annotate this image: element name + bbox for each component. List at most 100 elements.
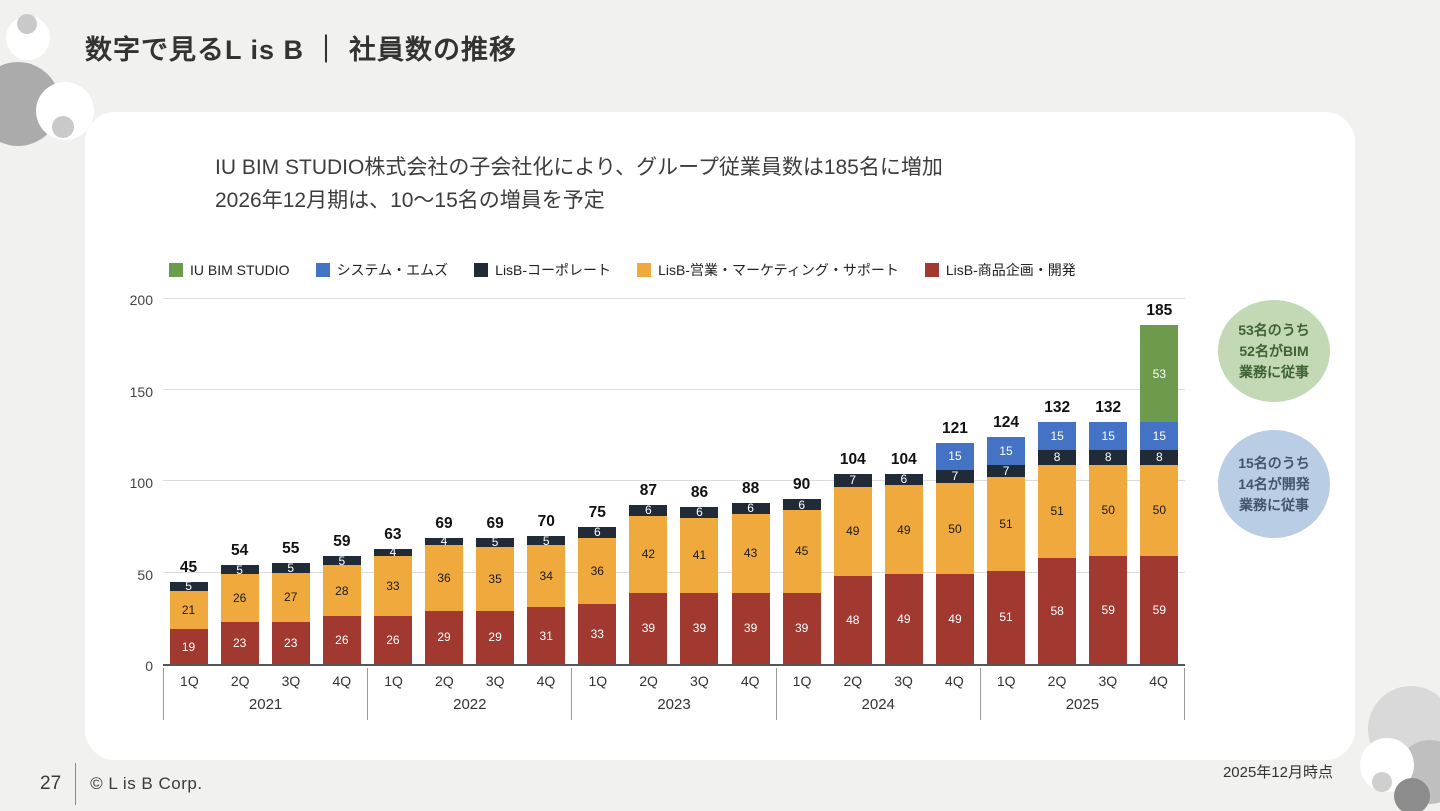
bar-segment: 27 xyxy=(271,572,310,622)
gridline xyxy=(163,388,1185,390)
legend-label: LisB-営業・マーケティング・サポート xyxy=(658,262,899,278)
bar-segment: 8 xyxy=(1038,449,1077,465)
legend-label: LisB-コーポレート xyxy=(495,262,612,278)
bar-segment: 34 xyxy=(527,545,566,608)
legend-label: IU BIM STUDIO xyxy=(190,262,290,278)
bar-segment: 5 xyxy=(271,562,310,574)
bar-segment: 51 xyxy=(987,477,1026,571)
bar-segment: 5 xyxy=(527,534,566,547)
bar-group: 90 39 45 6 xyxy=(776,300,827,664)
bar-group: 59 26 28 5 xyxy=(316,300,367,664)
stacked-bar: 39 45 6 xyxy=(782,499,821,664)
y-tick-label: 200 xyxy=(129,292,153,308)
bar-total-label: 86 xyxy=(690,483,709,501)
bar-segment: 39 xyxy=(782,592,821,664)
y-tick-label: 50 xyxy=(137,566,153,583)
bar-segment: 51 xyxy=(987,570,1026,664)
bar-group: 124 51 51 7 15 xyxy=(981,300,1032,664)
stacked-bar: 31 34 5 xyxy=(527,534,566,664)
stacked-bar: 49 50 7 15 xyxy=(935,442,974,664)
bar-group: 70 31 34 5 xyxy=(521,300,572,664)
bar-group: 69 29 35 5 xyxy=(470,300,521,664)
y-tick-label: 150 xyxy=(129,383,153,400)
x-axis-quarter-row: 1Q 2Q 3Q 4Q xyxy=(777,668,980,689)
bar-segment: 5 xyxy=(169,580,208,592)
circle-shape xyxy=(52,116,74,138)
stacked-bar: 39 42 6 xyxy=(629,504,668,664)
intro-line-1: IU BIM STUDIO株式会社の子会社化により、グループ従業員数は185名に… xyxy=(215,156,943,179)
stacked-bar: 59 50 8 15 xyxy=(1089,422,1128,664)
legend-swatch xyxy=(169,263,183,277)
stacked-bar: 26 28 5 xyxy=(322,555,361,664)
bar-segment: 39 xyxy=(731,592,770,664)
bar-segment: 50 xyxy=(1140,464,1179,557)
bar-segment: 42 xyxy=(629,515,668,593)
bar-segment: 29 xyxy=(476,610,515,664)
bar-segment: 49 xyxy=(833,486,872,577)
bar-total-label: 55 xyxy=(282,540,300,558)
x-tick-label: 2Q xyxy=(230,673,250,689)
y-tick-label: 0 xyxy=(145,658,153,674)
x-tick-label: 4Q xyxy=(536,673,556,689)
bar-segment: 26 xyxy=(322,616,361,664)
bar-segment: 23 xyxy=(220,621,259,664)
stacked-bar: 23 27 5 xyxy=(271,562,310,664)
circle-shape xyxy=(1372,772,1392,792)
stacked-bar: 59 50 8 15 53 xyxy=(1140,325,1179,664)
chart-plot: 45 19 21 5 54 23 26 5 55 23 27 5 59 26 28 5 63 26 33 4 69 29 3… xyxy=(163,298,1185,666)
bar-segment: 43 xyxy=(731,513,770,593)
bar-segment: 15 xyxy=(1038,422,1077,450)
blue-bubble: 15名のうち 14名が開発 業務に従事 xyxy=(1217,430,1330,538)
x-tick-label: 3Q xyxy=(485,673,505,689)
stacked-bar: 23 26 5 xyxy=(220,564,259,664)
circle-shape xyxy=(1394,778,1430,811)
x-axis-year-group: 1Q 2Q 3Q 4Q 2022 xyxy=(367,668,571,720)
bar-segment: 15 xyxy=(1140,422,1179,450)
x-tick-label: 3Q xyxy=(1098,673,1118,689)
legend-swatch xyxy=(474,263,489,277)
content-card: IU BIM STUDIO株式会社の子会社化により、グループ従業員数は185名に… xyxy=(85,112,1355,781)
stacked-bar: 29 36 4 xyxy=(425,535,464,664)
bar-segment: 39 xyxy=(629,592,668,664)
bar-segment: 4 xyxy=(425,535,464,548)
bar-total-label: 121 xyxy=(942,419,968,437)
stacked-bar: 19 21 5 xyxy=(169,580,208,664)
x-tick-label: 2Q xyxy=(843,673,863,689)
bar-total-label: 104 xyxy=(890,450,917,468)
stacked-bar: 26 33 4 xyxy=(373,546,412,664)
bar-segment: 50 xyxy=(1089,464,1128,557)
x-tick-label: 2Q xyxy=(1047,673,1067,689)
footer-copyright: © L is B Corp. xyxy=(90,774,203,793)
x-axis-year-group: 1Q 2Q 3Q 4Q 2023 xyxy=(571,668,775,720)
legend-swatch xyxy=(924,263,939,277)
bar-total-label: 45 xyxy=(179,558,198,576)
y-tick-label: 100 xyxy=(129,475,153,491)
bar-segment: 6 xyxy=(680,506,719,518)
bar-segment: 45 xyxy=(782,510,821,593)
x-tick-label: 4Q xyxy=(1149,673,1168,689)
x-tick-label: 2Q xyxy=(435,673,454,689)
bar-segment: 21 xyxy=(169,590,208,630)
bar-segment: 5 xyxy=(220,564,259,576)
bar-segment: 48 xyxy=(833,576,872,664)
x-axis-year-label: 2025 xyxy=(1065,696,1100,713)
x-axis-quarter-row: 1Q 2Q 3Q 4Q xyxy=(981,668,1184,689)
bar-group: 104 48 49 7 xyxy=(827,300,878,664)
x-tick-label: 4Q xyxy=(740,673,760,689)
x-tick-label: 3Q xyxy=(690,673,709,689)
footer-divider xyxy=(75,763,77,805)
bar-segment: 50 xyxy=(935,482,974,575)
stacked-bar: 39 41 6 xyxy=(680,506,719,664)
bar-total-label: 132 xyxy=(1095,399,1122,417)
bar-segment: 6 xyxy=(578,526,617,538)
bar-segment: 41 xyxy=(680,517,719,593)
bar-segment: 31 xyxy=(527,607,566,664)
intro-line-2: 2026年12月期は、10〜15名の増員を予定 xyxy=(215,188,605,212)
bar-group: 185 59 50 8 15 53 xyxy=(1134,300,1185,664)
bar-total-label: 104 xyxy=(839,450,866,468)
bar-segment: 33 xyxy=(578,603,617,664)
bar-total-label: 69 xyxy=(486,514,504,532)
bar-group: 75 33 36 6 xyxy=(572,300,623,664)
bar-group: 54 23 26 5 xyxy=(214,300,265,664)
